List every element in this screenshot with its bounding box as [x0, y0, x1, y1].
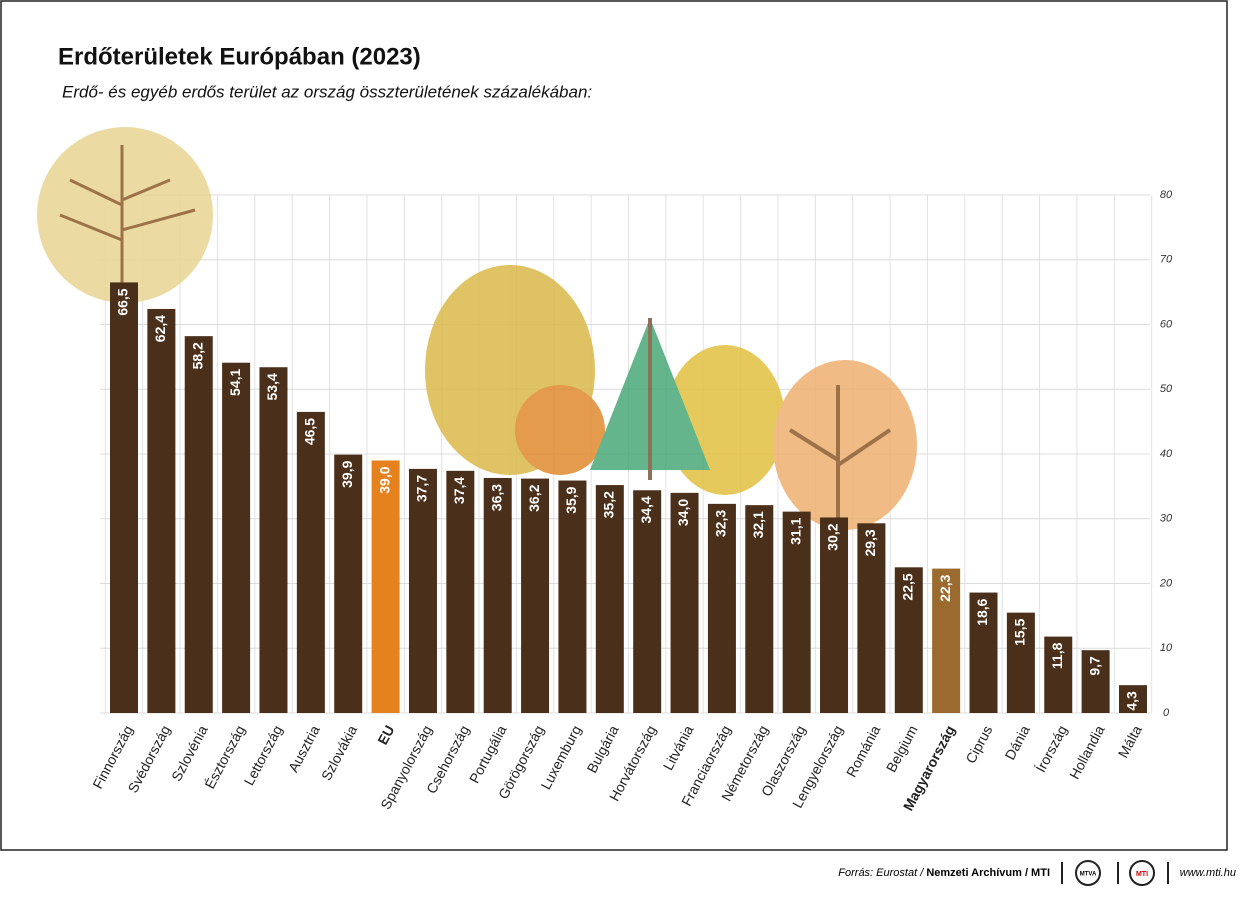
url: www.mti.hu: [1180, 867, 1236, 879]
y-tick-label: 0: [1163, 707, 1170, 719]
y-tick-label: 70: [1160, 254, 1173, 266]
value-label: 15,5: [1012, 618, 1028, 645]
bar: [483, 477, 512, 713]
bar: [857, 523, 886, 713]
value-label: 9,7: [1086, 656, 1102, 676]
bar: [820, 517, 849, 713]
bar: [296, 411, 325, 713]
value-label: 53,4: [264, 373, 280, 400]
value-label: 18,6: [974, 598, 990, 625]
y-tick-label: 60: [1160, 318, 1173, 330]
value-label: 29,3: [862, 529, 878, 556]
value-label: 46,5: [302, 418, 318, 445]
logo-text: MTI: [1136, 871, 1148, 878]
footer: Forrás: Eurostat / Nemzeti Archívum / MT…: [838, 860, 1236, 886]
value-label: 35,2: [601, 491, 617, 518]
value-label: 30,2: [825, 523, 841, 550]
value-label: 31,1: [787, 517, 803, 544]
bar: [782, 511, 811, 713]
value-label: 22,5: [899, 573, 915, 600]
bar: [707, 503, 736, 713]
source-bold: Nemzeti Archívum / MTI: [926, 867, 1050, 879]
decoration: [37, 127, 917, 530]
value-label: 32,1: [750, 511, 766, 538]
value-label: 37,4: [451, 477, 467, 504]
bar: [1118, 685, 1147, 713]
bar: [1081, 650, 1110, 713]
value-label: 37,7: [414, 475, 430, 502]
bar: [147, 308, 176, 713]
value-label: 34,4: [638, 496, 654, 523]
value-label: 22,3: [937, 574, 953, 601]
value-label: 36,3: [488, 484, 504, 511]
y-tick-label: 30: [1160, 513, 1173, 525]
value-label: 4,3: [1124, 691, 1140, 711]
chart-title: Erdőterületek Európában (2023): [58, 43, 421, 70]
value-label: 39,0: [376, 466, 392, 493]
bar: [222, 362, 251, 713]
bar: [969, 592, 998, 713]
chart-subtitle: Erdő- és egyéb erdős terület az ország ö…: [62, 82, 592, 101]
tree-crown: [515, 385, 605, 475]
value-label: 32,3: [713, 510, 729, 537]
value-label: 36,2: [526, 484, 542, 511]
bar: [408, 468, 437, 713]
value-label: 54,1: [227, 368, 243, 395]
bar: [446, 470, 475, 713]
value-label: 62,4: [152, 315, 168, 342]
y-tick-label: 40: [1160, 448, 1173, 460]
bar: [932, 568, 961, 713]
tree-branches: [59, 145, 196, 285]
tree-crown: [773, 360, 917, 530]
value-label: 34,0: [675, 499, 691, 526]
bar: [371, 460, 400, 713]
y-tick-label: 80: [1160, 189, 1173, 201]
source: Forrás: Eurostat / Nemzeti Archívum / MT…: [838, 867, 1050, 879]
bar: [110, 282, 138, 713]
bar: [259, 367, 288, 713]
bar: [894, 567, 923, 713]
value-label: 39,9: [339, 460, 355, 487]
bar: [521, 478, 550, 713]
bar: [184, 336, 213, 713]
bar: [1006, 612, 1035, 713]
logo-text: MTVA: [1080, 872, 1097, 878]
logo: [1129, 860, 1155, 886]
bar: [670, 492, 699, 713]
y-tick-label: 10: [1160, 642, 1173, 654]
tree-crown: [37, 127, 213, 303]
source-prefix: Forrás: Eurostat /: [838, 867, 924, 879]
value-label: 58,2: [189, 342, 205, 369]
bar: [633, 490, 662, 713]
bar: [558, 480, 587, 713]
value-label: 11,8: [1049, 642, 1065, 669]
bar: [334, 454, 363, 713]
bar: [745, 505, 774, 713]
logo: [1075, 860, 1101, 886]
tree-branches: [788, 385, 892, 520]
bar: [1044, 636, 1073, 713]
y-tick-label: 20: [1159, 577, 1173, 589]
value-label: 66,5: [115, 288, 131, 315]
y-tick-label: 50: [1160, 383, 1173, 395]
bar: [595, 485, 624, 713]
value-label: 35,9: [563, 486, 579, 513]
